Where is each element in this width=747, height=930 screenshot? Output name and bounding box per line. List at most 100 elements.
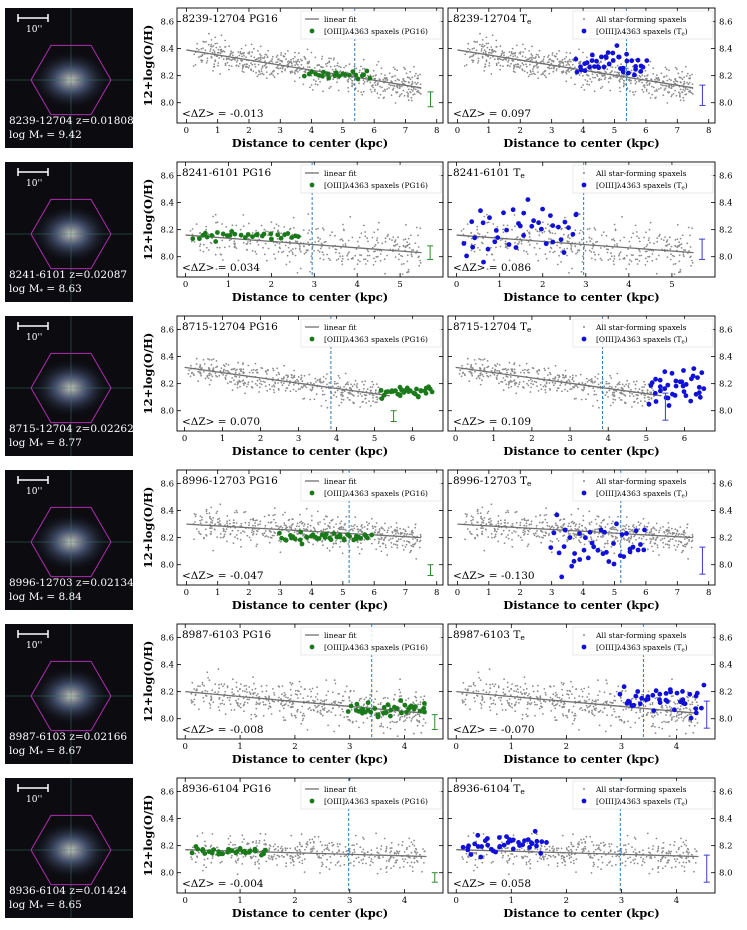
x-tick-label: 8 bbox=[706, 126, 711, 136]
gray-spaxel-point bbox=[501, 50, 504, 53]
gray-spaxel-point bbox=[612, 535, 614, 538]
gray-spaxel-point bbox=[361, 526, 364, 529]
gray-spaxel-point bbox=[568, 240, 570, 243]
te-spaxel-point bbox=[543, 241, 549, 247]
gray-spaxel-point bbox=[651, 85, 653, 88]
pg16-spaxel-point bbox=[414, 386, 419, 392]
gray-spaxel-point bbox=[321, 251, 324, 254]
pg16-spaxel-point bbox=[268, 231, 274, 237]
te-spaxel-point bbox=[657, 377, 663, 383]
gray-spaxel-point bbox=[578, 241, 581, 244]
gray-spaxel-point bbox=[329, 527, 331, 529]
gray-spaxel-point bbox=[605, 383, 608, 385]
gray-spaxel-point bbox=[683, 531, 685, 534]
gray-spaxel-point bbox=[219, 73, 222, 75]
pg16-spaxel-point bbox=[299, 541, 305, 547]
legend-gray-swatch bbox=[583, 326, 585, 328]
gray-spaxel-point bbox=[334, 542, 337, 544]
gray-spaxel-point bbox=[322, 258, 325, 261]
gray-spaxel-point bbox=[371, 525, 374, 528]
gray-spaxel-point bbox=[404, 714, 406, 717]
gray-spaxel-point bbox=[656, 544, 659, 546]
gray-spaxel-point bbox=[365, 521, 368, 524]
legend-box bbox=[300, 164, 442, 194]
gray-spaxel-point bbox=[571, 58, 574, 61]
gray-spaxel-point bbox=[532, 66, 535, 68]
gray-spaxel-point bbox=[231, 224, 234, 227]
gray-spaxel-point bbox=[401, 85, 403, 88]
te-spaxel-point bbox=[601, 64, 607, 70]
gray-spaxel-point bbox=[546, 524, 549, 527]
gray-spaxel-point bbox=[279, 67, 282, 69]
gray-spaxel-point bbox=[661, 84, 664, 87]
gray-spaxel-point bbox=[596, 399, 599, 402]
gray-spaxel-point bbox=[236, 59, 239, 62]
gray-spaxel-point bbox=[468, 530, 471, 533]
gray-spaxel-point bbox=[378, 528, 381, 531]
gray-spaxel-point bbox=[618, 86, 621, 89]
gray-spaxel-point bbox=[601, 85, 604, 88]
gray-spaxel-point bbox=[271, 58, 273, 61]
gray-spaxel-point bbox=[388, 539, 390, 541]
gray-spaxel-point bbox=[405, 699, 407, 702]
gray-spaxel-point bbox=[369, 74, 372, 77]
legend-pg16-label: [OIII]λ4363 spaxels (PG16) bbox=[324, 489, 428, 498]
gray-spaxel-point bbox=[258, 53, 261, 55]
gray-spaxel-point bbox=[681, 234, 684, 237]
gray-spaxel-point bbox=[396, 526, 398, 529]
gray-spaxel-point bbox=[337, 385, 340, 388]
gray-spaxel-point bbox=[518, 241, 521, 243]
legend-te-swatch bbox=[581, 182, 587, 188]
gray-spaxel-point bbox=[389, 721, 392, 724]
gray-spaxel-point bbox=[652, 86, 655, 89]
gray-spaxel-point bbox=[634, 79, 637, 82]
gray-spaxel-point bbox=[300, 386, 303, 388]
gray-spaxel-point bbox=[374, 243, 377, 246]
gray-spaxel-point bbox=[273, 385, 276, 388]
gray-spaxel-point bbox=[578, 213, 581, 216]
gray-spaxel-point bbox=[572, 532, 574, 535]
linear-fit-line bbox=[185, 234, 422, 254]
gray-spaxel-point bbox=[548, 532, 551, 535]
gray-spaxel-point bbox=[662, 526, 664, 528]
gray-spaxel-point bbox=[634, 224, 637, 227]
gray-spaxel-point bbox=[625, 539, 628, 541]
gray-spaxel-point bbox=[641, 386, 643, 388]
gray-spaxel-point bbox=[264, 530, 267, 532]
gray-spaxel-point bbox=[600, 259, 603, 261]
gray-spaxel-point bbox=[578, 249, 581, 252]
gray-spaxel-point bbox=[255, 253, 258, 255]
gray-spaxel-point bbox=[530, 520, 533, 523]
gray-spaxel-point bbox=[351, 85, 353, 88]
te-spaxel-point bbox=[513, 245, 519, 250]
gray-spaxel-point bbox=[345, 685, 348, 688]
gray-spaxel-point bbox=[233, 242, 236, 245]
gray-spaxel-point bbox=[476, 521, 479, 524]
gray-spaxel-point bbox=[475, 49, 478, 52]
gray-spaxel-point bbox=[652, 73, 655, 75]
gray-spaxel-point bbox=[263, 56, 266, 58]
gray-spaxel-point bbox=[565, 71, 567, 74]
gray-spaxel-point bbox=[232, 542, 235, 544]
gray-spaxel-point bbox=[679, 526, 682, 528]
gray-spaxel-point bbox=[585, 528, 588, 530]
gray-spaxel-point bbox=[256, 75, 259, 78]
te-spaxel-point bbox=[558, 237, 564, 243]
gray-spaxel-point bbox=[294, 528, 297, 530]
gray-spaxel-point bbox=[498, 364, 501, 366]
gray-spaxel-point bbox=[483, 44, 486, 47]
gray-spaxel-point bbox=[360, 232, 363, 235]
gray-spaxel-point bbox=[242, 242, 245, 244]
y-tick-label: 8.2 bbox=[719, 534, 733, 544]
te-spaxel-point bbox=[578, 67, 584, 73]
te-spaxel-point bbox=[690, 373, 696, 379]
gray-spaxel-point bbox=[476, 236, 479, 239]
gray-spaxel-point bbox=[601, 536, 604, 538]
gray-spaxel-point bbox=[407, 697, 410, 700]
gray-spaxel-point bbox=[562, 376, 564, 379]
gray-spaxel-point bbox=[216, 55, 219, 58]
gray-spaxel-point bbox=[204, 528, 207, 531]
te-spaxel-point bbox=[653, 399, 659, 404]
gray-spaxel-point bbox=[387, 233, 390, 236]
gray-spaxel-point bbox=[675, 279, 677, 281]
